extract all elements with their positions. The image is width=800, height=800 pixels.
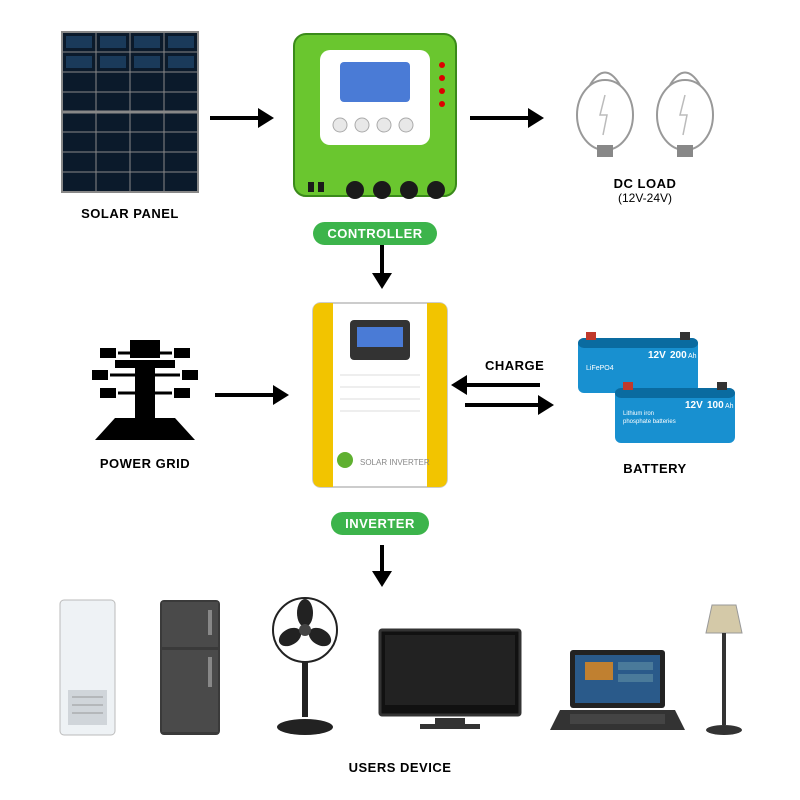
dc-load-icon <box>560 35 730 165</box>
svg-text:Lithium iron: Lithium iron <box>623 411 654 417</box>
battery-label: BATTERY <box>560 461 750 476</box>
solar-panel-node: SOLAR PANEL <box>60 30 200 221</box>
svg-text:12V: 12V <box>685 400 703 411</box>
dc-load-sublabel: (12V-24V) <box>560 191 730 205</box>
svg-text:SOLAR INVERTER: SOLAR INVERTER <box>360 458 430 467</box>
svg-text:Ah: Ah <box>725 403 734 410</box>
users-device-label: USERS DEVICE <box>50 760 750 775</box>
svg-text:100: 100 <box>707 400 724 411</box>
users-device-icon <box>50 595 750 745</box>
controller-icon <box>290 30 460 205</box>
battery-icon: 12V 200 Ah LiFePO4 12V 100 Ah Lithium ir… <box>560 330 750 450</box>
solar-panel-icon <box>60 30 200 195</box>
controller-node: CONTROLLER <box>290 30 460 245</box>
power-grid-node: POWER GRID <box>80 330 210 471</box>
inverter-icon: SOLAR INVERTER <box>305 295 455 495</box>
inverter-badge: INVERTER <box>331 512 429 535</box>
power-grid-icon <box>80 330 210 445</box>
solar-panel-label: SOLAR PANEL <box>60 206 200 221</box>
svg-text:LiFePO4: LiFePO4 <box>586 365 614 372</box>
svg-text:12V: 12V <box>648 350 666 361</box>
inverter-node: SOLAR INVERTER INVERTER <box>305 295 455 535</box>
battery-node: 12V 200 Ah LiFePO4 12V 100 Ah Lithium ir… <box>560 330 750 476</box>
dc-load-node: DC LOAD (12V-24V) <box>560 35 730 205</box>
controller-badge: CONTROLLER <box>313 222 436 245</box>
power-grid-label: POWER GRID <box>80 456 210 471</box>
dc-load-label: DC LOAD <box>560 176 730 191</box>
users-device-node: USERS DEVICE <box>50 595 750 775</box>
svg-text:phosphate batteries: phosphate batteries <box>623 419 676 425</box>
charge-label: CHARGE <box>485 358 544 373</box>
svg-text:200: 200 <box>670 350 687 361</box>
svg-text:Ah: Ah <box>688 353 697 360</box>
